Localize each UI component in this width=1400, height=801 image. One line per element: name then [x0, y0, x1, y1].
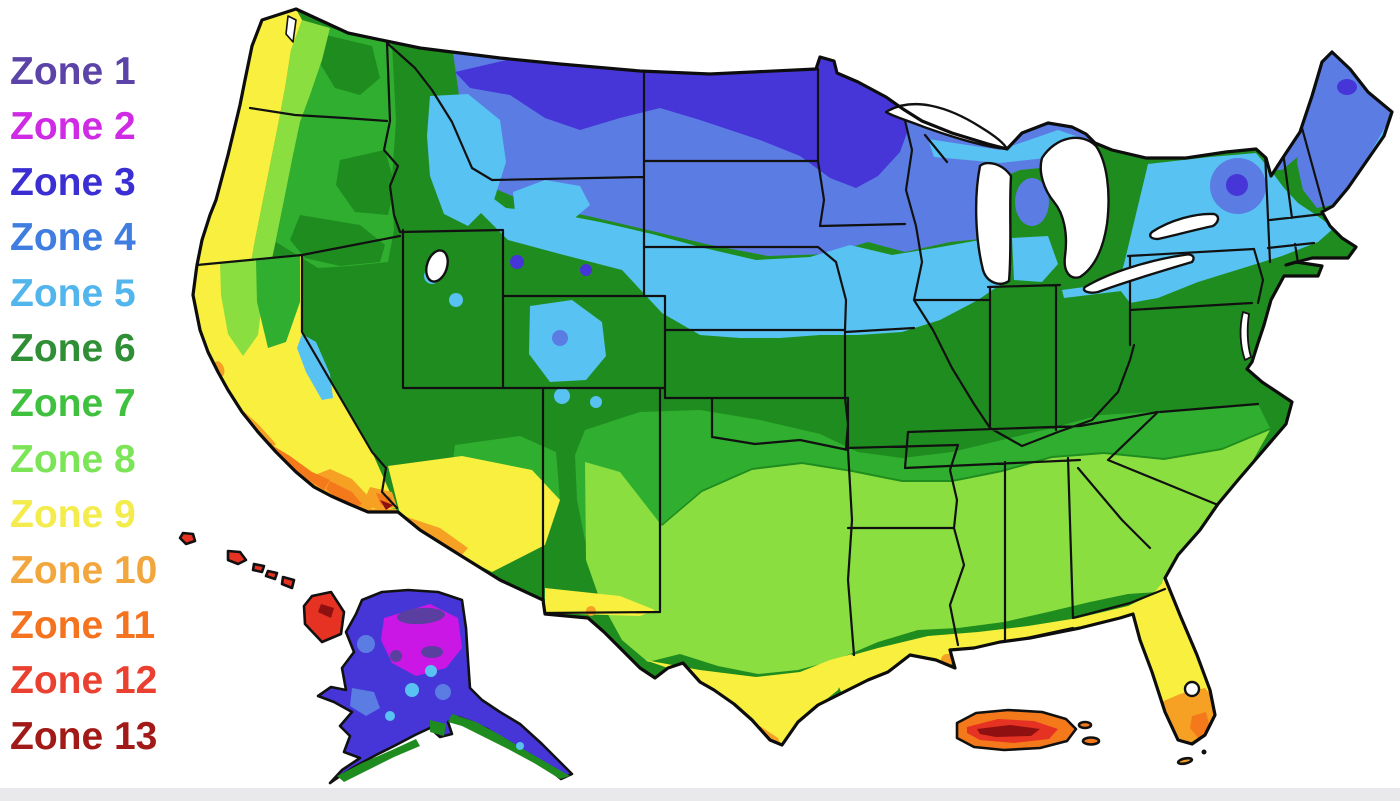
zone-3-maine-spot	[1337, 79, 1357, 95]
puerto-rico-inset	[955, 708, 1101, 752]
legend-zone-6: Zone 6	[10, 326, 136, 370]
continental-us-zones	[193, 9, 1392, 745]
legend-zone-2: Zone 2	[10, 105, 136, 149]
zone-4-maine	[1297, 52, 1390, 208]
zone-3-north-strip	[455, 57, 908, 188]
zone-10-el-paso-spot	[586, 606, 596, 616]
puget-sound	[285, 15, 297, 43]
florida-keys	[1176, 749, 1207, 766]
zone-legend: Zone 1 Zone 2 Zone 3 Zone 4 Zone 5 Zone …	[10, 44, 157, 764]
zone-9-gulf-coast-strip	[828, 580, 1188, 694]
florida-key	[1201, 749, 1207, 755]
alaska-zone-4-patch	[357, 635, 375, 653]
hawaii-big-island	[302, 590, 346, 644]
alaska-kenai-green	[430, 720, 446, 736]
alaska-panhandle-cyan	[516, 742, 524, 750]
hawaii-big-island-core	[318, 604, 334, 618]
puerto-rico-islet	[1081, 736, 1101, 746]
legend-zone-1: Zone 1	[10, 50, 136, 93]
zone-8-willamette-strip	[250, 20, 330, 268]
legend-zone-9: Zone 9	[10, 493, 136, 537]
zone-5-utah-spot	[449, 293, 463, 307]
hawaii-island	[264, 569, 279, 581]
lake-okeechobee	[1183, 680, 1201, 698]
zone-6-cascades-patch	[318, 34, 380, 95]
lake-ontario	[1149, 212, 1220, 241]
zone-4-colorado-spot	[552, 330, 568, 346]
puerto-rico-zone-13-core	[977, 725, 1040, 737]
zone-4-north-lower-michigan	[1015, 178, 1049, 226]
hawaii-inset	[178, 531, 346, 644]
hawaii-island	[280, 575, 296, 590]
zone-9-new-mexico-south	[545, 588, 655, 616]
zone-5-colorado-rockies	[529, 300, 606, 382]
zone-5-new-mexico-spot	[590, 396, 602, 408]
continental-us-outline	[191, 7, 1394, 747]
alaska-zone-5-patch	[425, 665, 437, 677]
alaska-aleutian-green	[337, 739, 420, 782]
alaska-zone-4-patch	[350, 688, 380, 716]
zone-13-desert-sliver	[380, 500, 393, 510]
legend-zone-11: Zone 11	[10, 603, 156, 647]
lake-huron	[1039, 136, 1110, 279]
legend-zone-12: Zone 12	[10, 659, 158, 703]
zone-3-adirondack-core	[1226, 174, 1248, 196]
alaska-zone-1-brooks	[397, 607, 445, 625]
zone-5-plains-band	[468, 158, 1008, 338]
alaska-zone-1-patch	[390, 650, 402, 662]
water-bodies	[285, 15, 1252, 698]
florida-key	[1176, 756, 1194, 766]
legend-zone-10: Zone 10	[10, 548, 158, 592]
great-salt-lake	[425, 249, 449, 283]
zone-9-pacific-coast-strip	[197, 9, 302, 268]
zone-5-idaho	[427, 94, 506, 226]
zone-6-blue-mountains-patch	[336, 150, 395, 215]
legend-zone-7: Zone 7	[10, 382, 136, 426]
hawaii-island	[226, 549, 248, 566]
alaska-inset	[316, 588, 574, 785]
alaska-zone-5-patch	[405, 683, 419, 697]
zone-5-lower-michigan	[1012, 236, 1058, 282]
zone-8-california-strip	[220, 258, 263, 356]
bottom-gray-bar	[0, 788, 1400, 801]
chesapeake-bay	[1239, 311, 1252, 361]
zone-5-yellowstone	[513, 180, 590, 226]
legend-zone-8: Zone 8	[10, 437, 136, 481]
zone-5-new-mexico-spot	[554, 388, 570, 404]
legend-zone-13: Zone 13	[10, 714, 158, 758]
legend-zone-4: Zone 4	[10, 216, 136, 260]
zone-3-wyoming-spot	[580, 264, 592, 276]
alaska-zone-5-patch	[385, 711, 395, 721]
hawaii-island	[178, 531, 197, 546]
zone-11-socal-core	[326, 481, 362, 509]
zone-7-california-strip	[256, 254, 300, 348]
legend-zone-5: Zone 5	[10, 271, 136, 315]
zone-9-florida-peninsula	[1133, 580, 1212, 710]
legend-zone-3: Zone 3	[10, 160, 136, 204]
alaska-zone-1-patch	[421, 646, 443, 658]
lake-erie	[1082, 253, 1195, 294]
puerto-rico-islet	[1077, 720, 1093, 730]
alaska-panhandle-green	[448, 714, 570, 779]
lake-michigan	[974, 161, 1013, 285]
zone-3-wyoming-spot	[510, 255, 524, 269]
zone-9-arizona-south	[388, 456, 560, 572]
hawaii-island	[251, 562, 266, 574]
zone-5-sierra-nevada	[297, 334, 333, 400]
alaska-zone-4-patch	[435, 684, 451, 700]
